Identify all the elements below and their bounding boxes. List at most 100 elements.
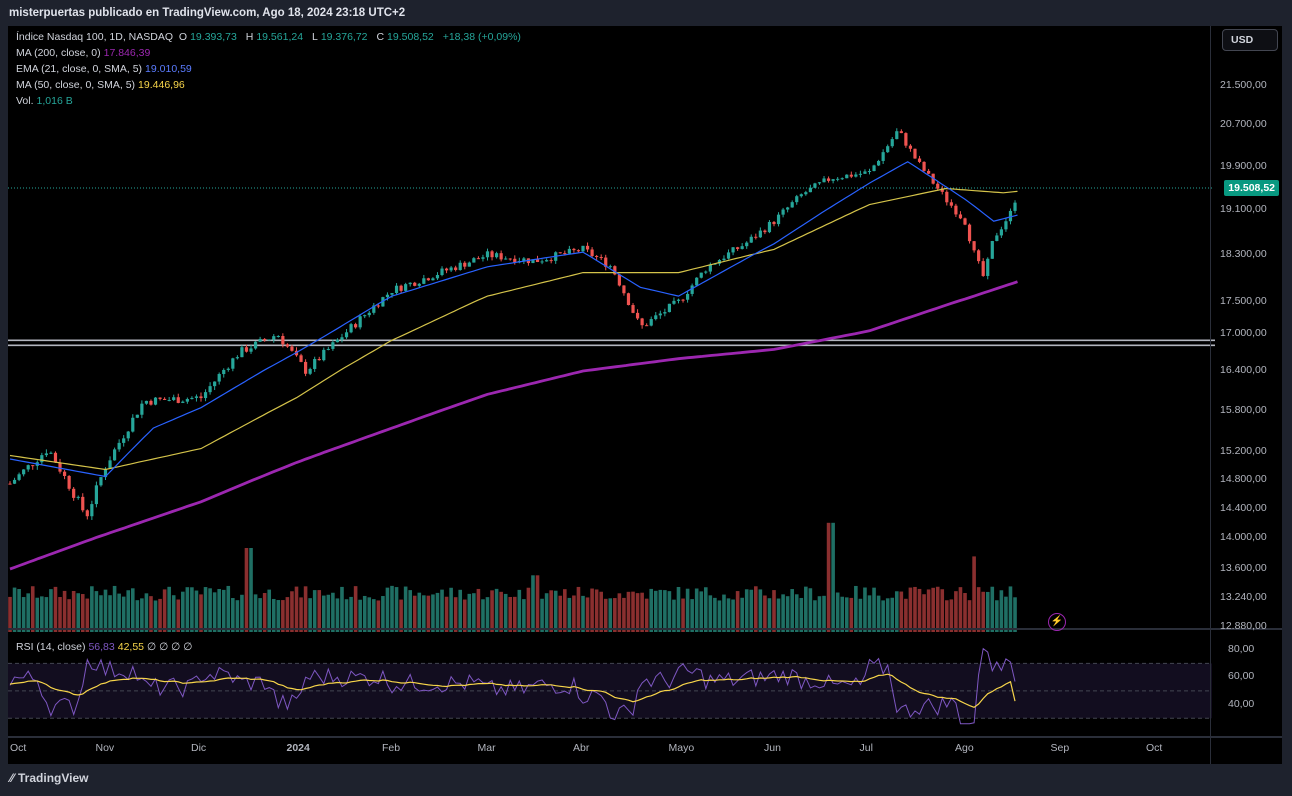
candle-body [413,282,417,286]
volume-bar [995,600,999,632]
pane-divider [8,736,1282,738]
candle-body [981,261,985,276]
volume-bar [67,599,71,632]
candle-body [172,397,176,400]
candle-body [690,285,694,294]
candle-body [126,431,130,439]
candle-body [499,253,503,260]
volume-bar [754,586,758,632]
y-tick-label: 16.400,00 [1220,364,1267,376]
candle-body [431,278,435,281]
volume-bar [194,590,199,632]
volume-bar [544,593,549,632]
candle-body [758,230,762,238]
volume-bar [21,597,26,632]
volume-bar [840,596,845,632]
volume-bar [713,597,717,632]
volume-bar [153,600,158,632]
x-tick-label: Mar [477,742,496,754]
volume-bar [563,589,567,632]
candle-body [235,357,239,359]
volume-bar [467,593,472,632]
volume-bar [367,597,372,632]
legend-ema21[interactable]: EMA (21, close, 0, SMA, 5) 19.010,59 [16,63,192,75]
legend-volume[interactable]: Vol. 1,016 B [16,95,73,107]
volume-bar [922,594,926,632]
candle-body [335,339,340,343]
chart-frame[interactable]: Índice Nasdaq 100, 1D, NASDAQ O 19.393,73… [8,26,1282,764]
candle-body [995,235,999,241]
candle-body [949,202,953,206]
volume-bar [763,595,767,632]
volume-bar [658,589,663,632]
currency-button[interactable]: USD [1222,29,1278,51]
volume-bar [253,594,258,632]
volume-bar [999,590,1004,632]
candle-body [940,188,944,192]
volume-bar [381,596,385,632]
legend-ma50[interactable]: MA (50, close, 0, SMA, 5) 19.446,96 [16,79,185,91]
volume-bar [408,590,412,632]
candle-body [22,469,26,475]
candle-body [895,131,899,140]
volume-bar [149,596,153,632]
candle-body [404,284,408,291]
volume-bar [831,522,835,632]
candle-body [217,374,221,382]
legend-rsi[interactable]: RSI (14, close) 56,83 42,55 ∅ ∅ ∅ ∅ [16,641,193,653]
candle-body [426,278,430,281]
candle-body [822,178,826,183]
candle-body [999,229,1003,236]
candle-body [631,305,635,313]
candle-body [1013,202,1017,211]
candle-body [840,178,844,180]
candle-body [576,250,581,252]
candle-body [222,369,226,375]
volume-bar [576,586,581,632]
volume-bar [626,591,631,632]
candle-body [549,260,553,262]
volume-bar [130,588,135,632]
candle-body [831,179,835,181]
rsi-tick-label: 60,00 [1228,670,1255,683]
x-tick-label: Jul [859,742,873,754]
candle-body [463,262,467,267]
candle-body [149,400,153,405]
volume-bar [899,591,904,632]
candle-body [176,397,180,403]
y-tick-label: 14.000,00 [1220,531,1267,543]
volume-bar [12,587,17,632]
candle-body [354,324,358,328]
volume-bar [353,586,358,632]
candle-body [958,214,963,219]
candle-body [303,361,308,374]
volume-bar [685,588,690,632]
volume-bar [258,598,262,632]
volume-bar [140,598,144,632]
y-tick-label: 15.800,00 [1220,404,1267,416]
chart-canvas[interactable] [8,26,1282,764]
volume-bar [35,597,40,632]
candle-body [485,251,490,258]
candle-body [281,335,285,345]
lightning-icon[interactable]: ⚡ [1048,613,1066,631]
candle-body [313,359,317,369]
volume-bar [271,598,276,632]
volume-bar [572,595,576,632]
volume-bar [30,586,35,632]
x-tick-label: Nov [95,742,115,754]
volume-bar [963,593,967,632]
candle-body [763,230,767,233]
legend-ma200[interactable]: MA (200, close, 0) 17.846,39 [16,47,151,59]
volume-bar [904,598,908,632]
volume-bar [567,597,572,632]
volume-bar [235,600,240,632]
volume-bar [758,589,763,632]
candle-body [954,205,958,215]
candle-body [53,452,58,463]
volume-bar [854,585,858,632]
volume-bar [531,575,535,632]
ohlc-open: O 19.393,73 [178,31,237,43]
candle-body [203,392,208,399]
volume-bar [294,586,299,632]
